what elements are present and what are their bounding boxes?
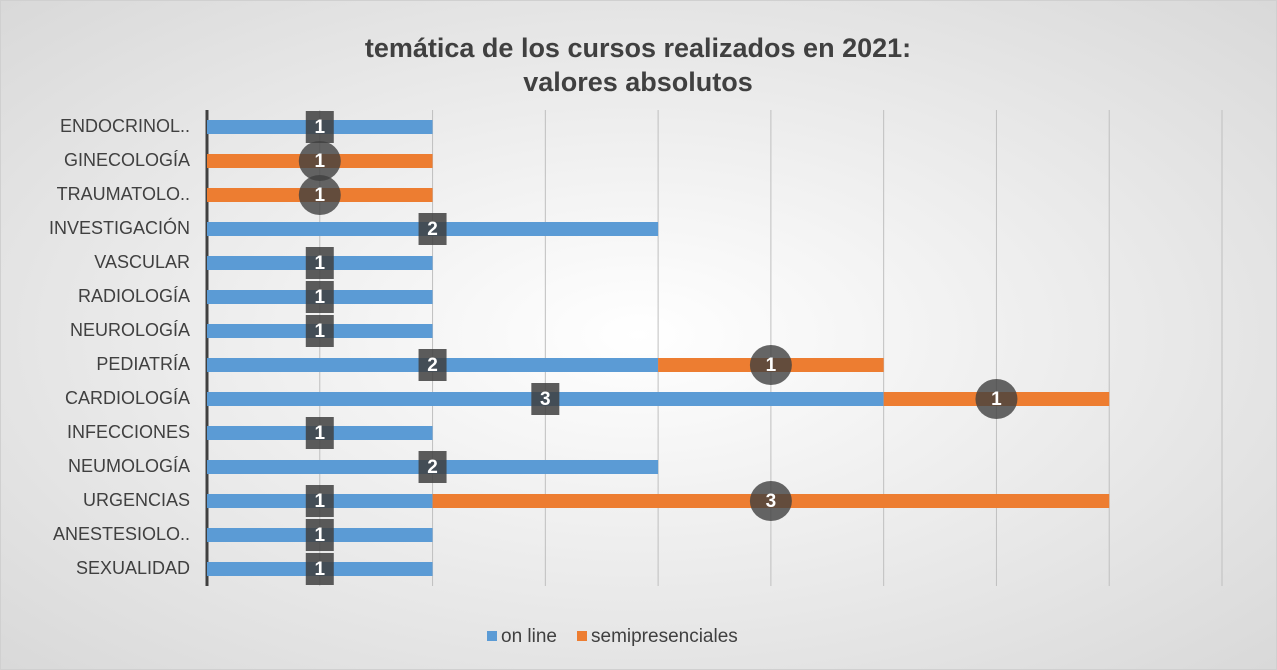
- data-label: 2: [427, 355, 438, 376]
- y-tick-label: PEDIATRÍA: [96, 354, 190, 374]
- data-label-box: [749, 345, 792, 385]
- legend-swatch: [487, 631, 497, 641]
- data-label-box: [298, 175, 341, 215]
- y-tick-label: INFECCIONES: [67, 422, 190, 442]
- data-label-box: [298, 141, 341, 181]
- legend-swatch: [577, 631, 587, 641]
- data-label-box: [305, 519, 334, 551]
- data-label: 1: [314, 559, 325, 580]
- y-tick-label: RADIOLOGÍA: [78, 286, 190, 306]
- y-tick-label: INVESTIGACIÓN: [49, 217, 190, 238]
- data-label-box: [305, 417, 334, 449]
- data-label: 1: [991, 389, 1002, 410]
- data-label: 3: [766, 491, 777, 512]
- y-tick-label: ENDOCRINOL..: [60, 116, 190, 136]
- data-label-box: [531, 383, 560, 415]
- data-label: 1: [314, 321, 325, 342]
- y-tick-label: NEUROLOGÍA: [70, 320, 190, 340]
- data-label: 1: [314, 525, 325, 546]
- data-label-box: [418, 213, 447, 245]
- data-label-box: [418, 349, 447, 381]
- y-tick-label: URGENCIAS: [83, 490, 190, 510]
- data-label-box: [749, 481, 792, 521]
- chart-subtitle: valores absolutos: [523, 67, 753, 97]
- data-label: 1: [314, 185, 325, 206]
- data-label: 1: [314, 253, 325, 274]
- data-label: 1: [314, 423, 325, 444]
- y-tick-label: SEXUALIDAD: [76, 558, 190, 578]
- data-label-box: [305, 247, 334, 279]
- data-label-box: [305, 485, 334, 517]
- data-label-box: [305, 111, 334, 143]
- data-label: 3: [540, 389, 551, 410]
- data-label: 1: [314, 287, 325, 308]
- data-label: 1: [314, 117, 325, 138]
- data-label-box: [305, 281, 334, 313]
- data-label-box: [975, 379, 1018, 419]
- y-tick-label: CARDIOLOGÍA: [65, 388, 190, 408]
- data-label: 2: [427, 457, 438, 478]
- legend-label: semipresenciales: [591, 626, 738, 647]
- chart-title: temática de los cursos realizados en 202…: [365, 33, 911, 63]
- data-label-box: [305, 553, 334, 585]
- data-label: 1: [766, 355, 777, 376]
- y-tick-label: VASCULAR: [94, 252, 190, 272]
- data-label: 2: [427, 219, 438, 240]
- data-label-box: [418, 451, 447, 483]
- data-label-box: [305, 315, 334, 347]
- legend-label: on line: [501, 626, 557, 647]
- y-tick-label: GINECOLOGÍA: [64, 150, 190, 170]
- y-tick-label: NEUMOLOGÍA: [68, 456, 190, 476]
- y-tick-label: ANESTESIOLO..: [53, 524, 190, 544]
- data-label: 1: [314, 151, 325, 172]
- y-tick-label: TRAUMATOLO..: [57, 184, 190, 204]
- data-label: 1: [314, 491, 325, 512]
